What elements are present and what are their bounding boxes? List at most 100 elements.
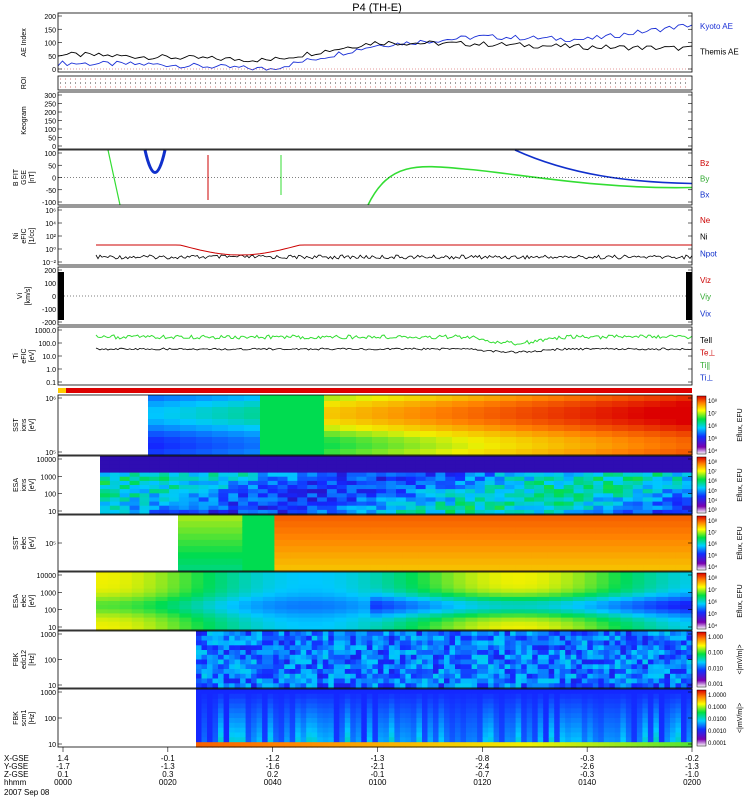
heatmap-cell [201, 703, 208, 709]
heatmap-cell [583, 476, 594, 482]
heatmap-cell [581, 737, 588, 743]
heatmap-cell [466, 718, 473, 724]
heatmap-cell [274, 572, 288, 577]
heatmap-cell [477, 601, 490, 606]
heatmap-cell [394, 678, 401, 684]
heatmap-cell [346, 472, 358, 478]
heatmap-cell [376, 501, 387, 507]
heatmap-cell [404, 425, 421, 432]
heatmap-cell [460, 708, 467, 714]
heatmap-cell [563, 539, 581, 547]
heatmap-cell [466, 698, 473, 705]
heatmap-cell [563, 489, 575, 494]
heatmap-cell [436, 431, 453, 438]
heatmap-cell [307, 472, 318, 478]
heatmap-cell [493, 737, 500, 743]
heatmap-cell [262, 713, 269, 719]
heatmap-cell [228, 425, 245, 432]
ne-line [96, 244, 692, 256]
heatmap-cell [547, 527, 565, 535]
heatmap-cell [310, 609, 324, 614]
heatmap-cell [328, 659, 335, 665]
heatmap-cell [218, 476, 229, 482]
heatmap-cell [425, 480, 437, 486]
heatmap-cell [563, 501, 575, 507]
heatmap-cell [658, 673, 665, 680]
heatmap-cell [322, 609, 335, 614]
heatmap-cell [504, 472, 515, 478]
heatmap-cell [370, 552, 388, 560]
heatmap-cell [576, 722, 583, 729]
heatmap-cell [565, 664, 572, 670]
heatmap-cell [372, 413, 389, 420]
colorbar [696, 456, 707, 514]
heatmap-cell [438, 689, 445, 695]
heatmap-cell [308, 449, 325, 456]
heatmap-cell [668, 580, 681, 585]
heatmap-cell [388, 419, 405, 426]
colorbar-tick-label: 10⁸ [708, 398, 718, 405]
heatmap-cell [358, 576, 371, 581]
heatmap-cell [129, 468, 141, 474]
heatmap-cell [306, 669, 313, 675]
heatmap-cell [672, 485, 683, 490]
heatmap-cell [119, 501, 131, 507]
heatmap-cell [477, 722, 484, 729]
heatmap-cell [274, 601, 288, 606]
heatmap-cell [427, 689, 434, 695]
heatmap-cell [361, 722, 368, 729]
heatmap-cell [262, 601, 276, 606]
colorbar-label: Eflux, EFU [737, 526, 744, 559]
heatmap-cell [489, 580, 502, 585]
heatmap-cell [418, 558, 436, 566]
heatmap-cell [286, 605, 300, 610]
heatmap-cell [609, 635, 616, 642]
heatmap-cell [256, 689, 263, 695]
heatmap-cell [489, 588, 502, 594]
heatmap-cell [394, 617, 407, 623]
heatmap-cell [223, 654, 230, 661]
heatmap-cell [326, 489, 338, 494]
heatmap-cell [576, 683, 583, 689]
heatmap-cell [455, 501, 466, 507]
heatmap-cell [422, 742, 429, 748]
heatmap-cell [453, 625, 467, 631]
heatmap-cell [273, 708, 280, 714]
heatmap-cell [681, 640, 688, 646]
heatmap-cell [212, 673, 219, 680]
heatmap-cell [465, 576, 478, 581]
heatmap-cell [289, 654, 296, 661]
heatmap-cell [149, 501, 160, 507]
heatmap-cell [532, 703, 539, 709]
heatmap-cell [396, 460, 407, 465]
heatmap-cell [544, 509, 555, 515]
heatmap-cell [228, 472, 239, 478]
heatmap-cell [210, 546, 227, 553]
heatmap-cell [382, 596, 395, 602]
heatmap-cell [510, 727, 517, 734]
heatmap-cell [240, 631, 247, 637]
heatmap-cell [290, 552, 308, 560]
heatmap-cell [344, 732, 351, 738]
heatmap-cell [484, 437, 501, 444]
heatmap-cell [355, 703, 362, 709]
heatmap-cell [584, 584, 598, 590]
heatmap-cell [466, 659, 473, 665]
heatmap-cell [524, 509, 535, 515]
heatmap-cell [244, 437, 261, 444]
y-axis-label: eFIC [21, 348, 28, 363]
heatmap-cell [477, 584, 490, 590]
heatmap-cell [598, 669, 605, 675]
heatmap-cell [306, 718, 313, 724]
heatmap-cell [317, 727, 324, 734]
heatmap-cell [468, 413, 485, 420]
heatmap-cell [466, 654, 473, 661]
heatmap-cell [675, 678, 682, 684]
y-tick-label: 100 [44, 281, 56, 288]
heatmap-cell [405, 485, 417, 490]
heatmap-cell [647, 664, 654, 670]
heatmap-cell [196, 727, 203, 734]
heatmap-cell [276, 425, 293, 432]
heatmap-cell [324, 431, 341, 438]
heatmap-cell [614, 664, 621, 670]
